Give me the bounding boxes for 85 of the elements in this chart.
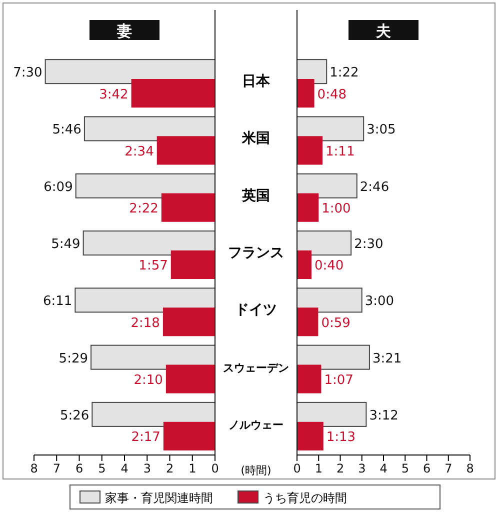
- x-tick-label: 0: [211, 462, 219, 476]
- data-label: 7:30: [13, 66, 42, 81]
- bar: [170, 250, 215, 279]
- data-label: 5:29: [58, 351, 88, 366]
- x-tick-label: 4: [380, 462, 388, 476]
- x-tick-label: 6: [422, 462, 431, 476]
- data-label: 6:11: [42, 294, 72, 310]
- text: 妻: [116, 22, 132, 40]
- bar: [296, 116, 364, 142]
- data-label: 3:12: [369, 408, 398, 424]
- bar: [296, 173, 358, 198]
- data-label: 1:13: [326, 430, 356, 446]
- x-tick-label: 2: [336, 462, 344, 476]
- bar: [297, 136, 323, 165]
- bar: [82, 230, 216, 256]
- data-label: 5:49: [51, 237, 80, 252]
- data-label: 1:00: [322, 202, 351, 217]
- bar: [296, 344, 370, 370]
- bar: [75, 173, 216, 198]
- bar: [90, 344, 216, 370]
- bar: [297, 79, 314, 108]
- data-label: 6:09: [44, 180, 73, 195]
- bar: [296, 402, 367, 427]
- bar: [161, 193, 215, 222]
- data-label: 0:40: [314, 258, 344, 274]
- data-label: 2:34: [124, 144, 154, 160]
- y-tick-label: ノルウェー: [228, 418, 284, 432]
- data-label: 1:07: [324, 373, 354, 388]
- x-tick-label: 7: [52, 462, 60, 476]
- bar: [74, 288, 216, 313]
- x-tick-label: 8: [30, 462, 38, 476]
- x-tick-label: 3: [143, 462, 151, 476]
- x-tick-label: 4: [120, 462, 128, 476]
- data-label: 1:11: [326, 144, 355, 160]
- bar: [296, 230, 352, 256]
- y-tick-label: スウェーデン: [223, 361, 289, 374]
- x-tick-label: 1: [188, 462, 196, 476]
- bar: [297, 308, 318, 336]
- bar: [296, 288, 362, 313]
- data-label: 3:21: [372, 351, 402, 366]
- bar: [84, 116, 216, 142]
- data-label: 2:17: [131, 430, 160, 446]
- bar: [297, 193, 319, 222]
- x-tick-label: 0: [293, 462, 301, 476]
- x-tick-label: 2: [166, 462, 174, 476]
- text: 夫: [375, 22, 392, 40]
- y-tick-label: ドイツ: [235, 302, 277, 318]
- x-tick-label: 7: [444, 462, 452, 476]
- y-tick-label: フランス: [228, 245, 284, 261]
- bar: [297, 364, 322, 394]
- data-label: 2:18: [130, 316, 160, 331]
- data-label: 2:30: [354, 237, 384, 252]
- data-label: 3:00: [364, 294, 394, 310]
- bar: [297, 250, 312, 279]
- y-tick-label: 日本: [242, 74, 271, 90]
- y-tick-label: 英国: [241, 188, 270, 204]
- x-tick-label: 1: [314, 462, 322, 476]
- x-tick-label: 5: [401, 462, 409, 476]
- data-label: 2:10: [134, 373, 163, 388]
- data-label: 3:05: [366, 122, 396, 138]
- data-label: 1:57: [138, 258, 168, 274]
- data-label: 2:22: [129, 202, 158, 217]
- y-tick-label: 米国: [241, 130, 270, 147]
- bar: [166, 364, 215, 394]
- data-label: 1:22: [330, 66, 359, 81]
- legend-label: 家事・育児関連時間: [105, 491, 213, 505]
- data-label: 5:26: [60, 408, 90, 424]
- bar: [92, 402, 216, 427]
- x-tick-label: 8: [466, 462, 474, 476]
- x-tick-label: 3: [358, 462, 366, 476]
- data-label: 0:59: [321, 316, 350, 331]
- data-label: 0:48: [317, 87, 347, 102]
- bar: [162, 308, 215, 336]
- bar: [44, 59, 216, 84]
- data-label: 2:46: [360, 180, 390, 195]
- data-label: 5:46: [52, 122, 82, 138]
- bar: [131, 79, 215, 108]
- x-axis-title: (時間): [240, 464, 272, 477]
- bar: [163, 422, 215, 450]
- x-tick-label: 5: [98, 462, 106, 476]
- x-tick-label: 6: [75, 462, 84, 476]
- legend-label: うち育児の時間: [263, 491, 347, 505]
- bar: [156, 136, 215, 165]
- data-label: 3:42: [99, 87, 128, 102]
- bar: [297, 422, 324, 450]
